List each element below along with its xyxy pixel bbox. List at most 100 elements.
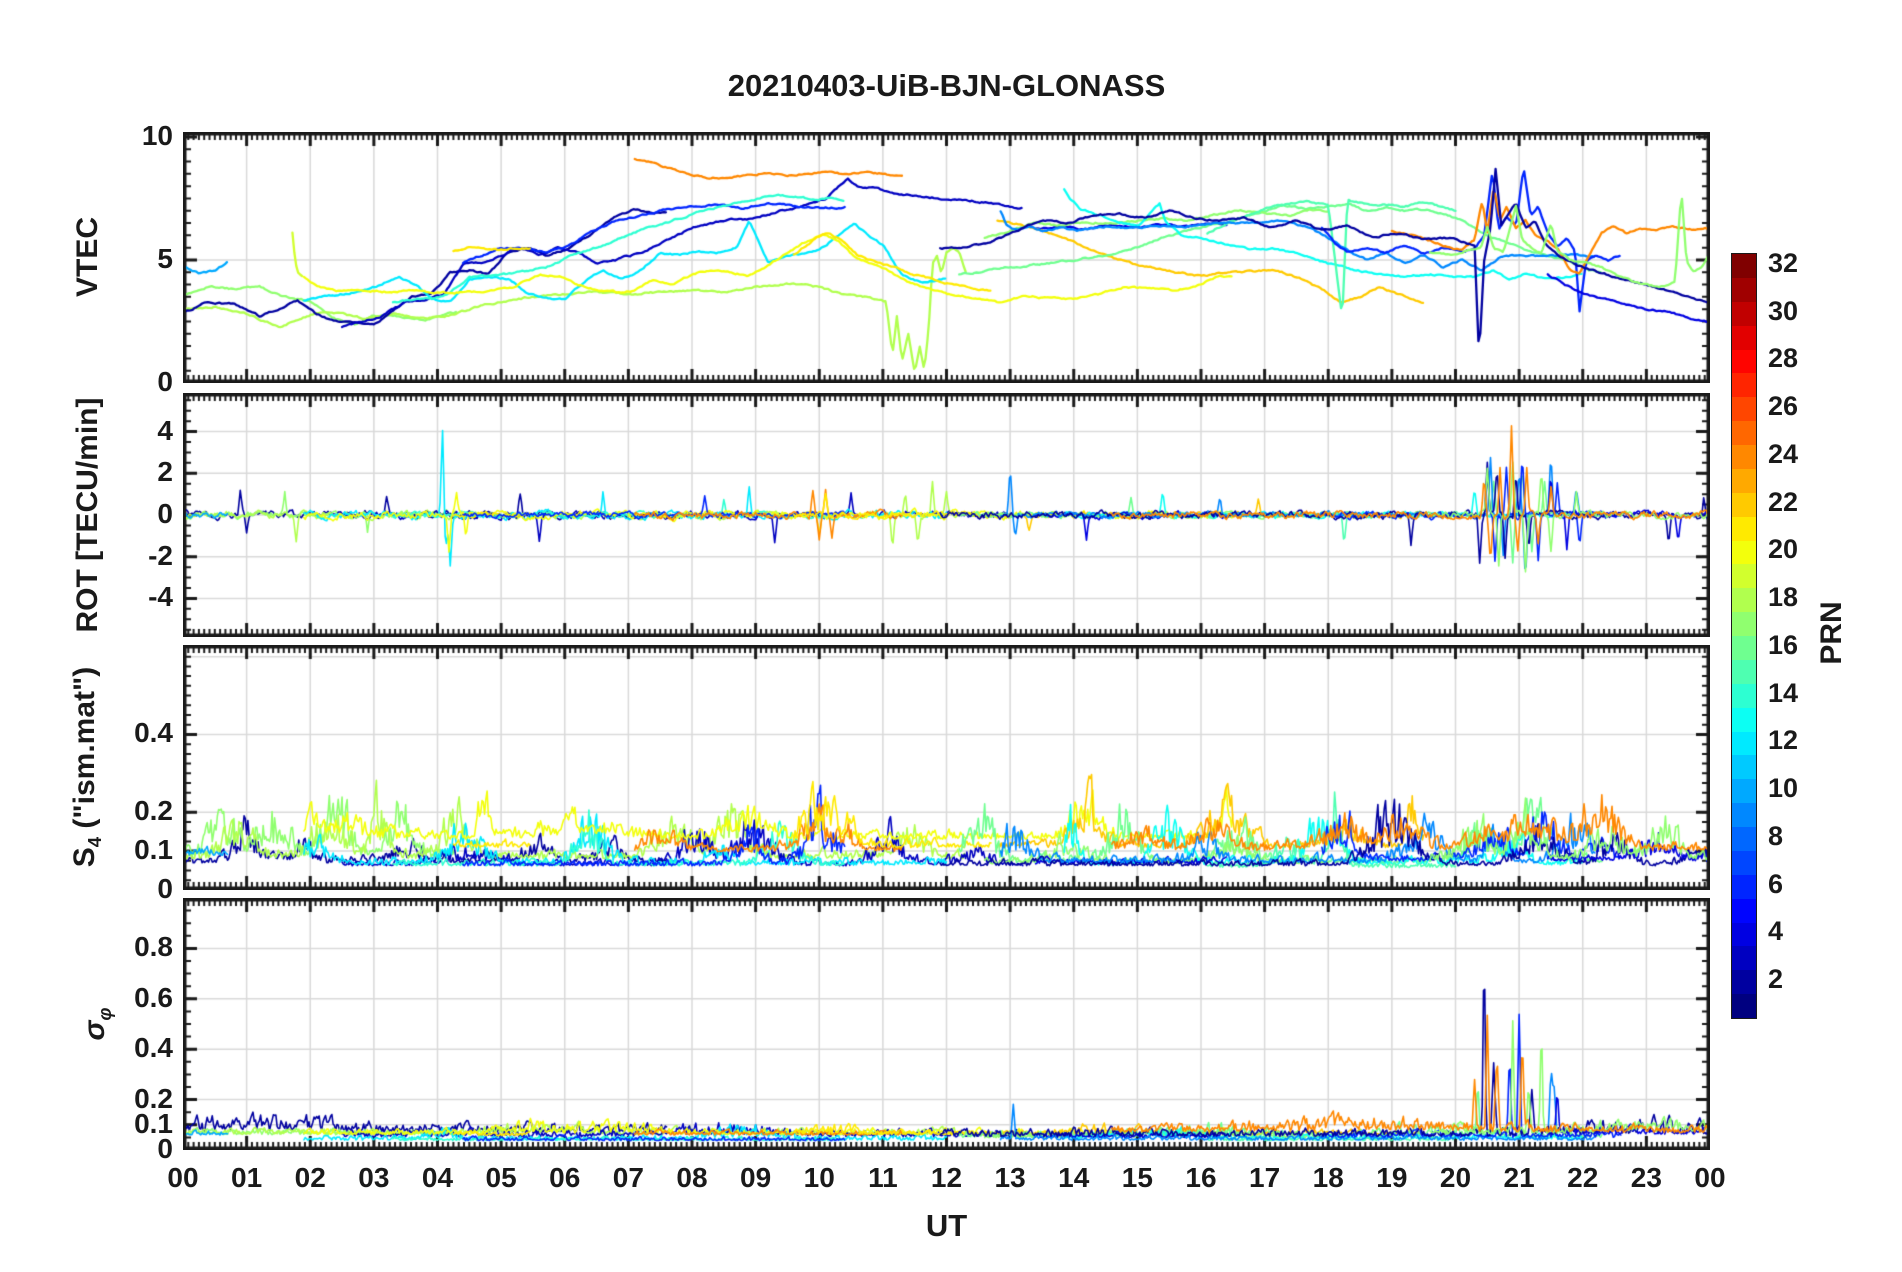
colorbar-segment-prn-19: [1732, 564, 1756, 589]
y-tick-label-rot: -4: [148, 581, 173, 613]
x-axis-label: UT: [925, 1208, 968, 1243]
y-tick-label-s4: 0.4: [134, 717, 173, 749]
colorbar-segment-prn-16: [1732, 636, 1756, 660]
colorbar-segment-prn-7: [1732, 850, 1756, 875]
colorbar-tick-label: 22: [1768, 486, 1799, 517]
colorbar-segment-prn-9: [1732, 803, 1756, 827]
colorbar-segment-prn-15: [1732, 659, 1756, 684]
panel-canvas-s4: [183, 645, 1710, 890]
colorbar-segment-prn-11: [1732, 755, 1756, 780]
x-tick-label: 07: [612, 1162, 644, 1193]
x-tick-label: 06: [549, 1162, 581, 1193]
x-tick-label: 04: [421, 1162, 454, 1193]
colorbar-label: PRN: [1815, 601, 1848, 665]
colorbar-segment-prn-8: [1732, 827, 1756, 851]
colorbar-tick-label: 10: [1768, 773, 1799, 804]
colorbar-segment-prn-25: [1732, 421, 1756, 445]
colorbar-tick-label: 2: [1768, 964, 1784, 995]
colorbar-segment-prn-2: [1732, 970, 1756, 995]
x-tick-label: 05: [485, 1162, 517, 1193]
panel-canvas-sigma: [183, 898, 1710, 1150]
colorbar-segment-prn-21: [1732, 516, 1756, 541]
y-tick-label-vtec: 10: [141, 119, 173, 151]
x-tick-label: 15: [1121, 1162, 1153, 1193]
x-tick-label: 03: [358, 1162, 390, 1193]
chart-title: 20210403-UiB-BJN-GLONASS: [727, 68, 1166, 103]
x-tick-label: 00: [1694, 1162, 1726, 1193]
x-tick-label: 22: [1567, 1162, 1599, 1193]
x-tick-label: 10: [803, 1162, 835, 1193]
colorbar-segment-prn-23: [1732, 468, 1756, 493]
x-tick-label: 21: [1503, 1162, 1535, 1193]
x-tick-label: 20: [1439, 1162, 1472, 1193]
x-tick-label: 02: [294, 1162, 326, 1193]
y-tick-label-rot: -2: [148, 539, 173, 571]
y-tick-label-sigma: 0.2: [134, 1082, 173, 1114]
y-tick-label-sigma: 0.4: [134, 1032, 173, 1064]
colorbar-segment-prn-5: [1732, 898, 1756, 923]
colorbar-segment-prn-14: [1732, 683, 1756, 708]
y-tick-label-vtec: 0: [157, 366, 173, 397]
y-tick-label-rot: 0: [157, 498, 173, 529]
colorbar-tick-label: 18: [1768, 582, 1799, 613]
colorbar-segment-prn-17: [1732, 612, 1756, 636]
colorbar-segment-prn-6: [1732, 874, 1756, 899]
x-tick-label: 12: [930, 1162, 963, 1193]
colorbar-gradient: [1731, 253, 1757, 1019]
colorbar-tick-label: 28: [1768, 343, 1799, 374]
panel-canvas-vtec: [183, 132, 1710, 383]
colorbar-segment-prn-32: [1732, 254, 1756, 278]
colorbar-segment-prn-4: [1732, 922, 1756, 947]
colorbar-tick-label: 24: [1768, 438, 1799, 469]
x-tick-label: 16: [1185, 1162, 1217, 1193]
colorbar-segment-prn-12: [1732, 731, 1756, 756]
x-tick-label: 13: [994, 1162, 1026, 1193]
colorbar-tick-label: 8: [1768, 820, 1784, 851]
y-tick-label-rot: 4: [157, 414, 173, 446]
y-tick-label-s4: 0.1: [134, 834, 173, 866]
colorbar-tick-label: 16: [1768, 629, 1799, 660]
colorbar-tick-label: 6: [1768, 868, 1784, 899]
colorbar-segment-prn-27: [1732, 373, 1756, 398]
colorbar-segment-prn-30: [1732, 301, 1756, 326]
colorbar-tick-label: 26: [1768, 391, 1799, 422]
x-tick-label: 18: [1312, 1162, 1344, 1193]
colorbar-segment-prn-26: [1732, 397, 1756, 422]
colorbar-segment-prn-31: [1732, 277, 1756, 302]
colorbar-segment-prn-13: [1732, 707, 1756, 732]
y-tick-label-sigma: 0.1: [134, 1107, 173, 1139]
colorbar-segment-prn-18: [1732, 588, 1756, 613]
colorbar-segment-prn-29: [1732, 325, 1756, 350]
x-tick-label: 09: [740, 1162, 772, 1193]
colorbar-tick-label: 4: [1768, 916, 1784, 947]
y-tick-label-sigma: 0.8: [134, 931, 173, 963]
colorbar-segment-prn-20: [1732, 540, 1756, 565]
x-tick-label: 08: [676, 1162, 708, 1193]
y-tick-label-s4: 0.2: [134, 795, 173, 827]
x-tick-label: 17: [1249, 1162, 1281, 1193]
colorbar-tick-label: 20: [1768, 534, 1799, 565]
colorbar-segment-prn-22: [1732, 492, 1756, 517]
colorbar-segment-prn-10: [1732, 779, 1756, 804]
x-tick-label: 14: [1058, 1162, 1090, 1193]
y-tick-label-rot: 2: [157, 456, 173, 488]
colorbar-segment-prn-3: [1732, 946, 1756, 971]
colorbar-segment-prn-1: [1732, 994, 1756, 1018]
x-tick-label: 23: [1630, 1162, 1662, 1193]
colorbar-segment-prn-24: [1732, 445, 1756, 469]
y-tick-label-vtec: 5: [157, 242, 173, 274]
colorbar-segment-prn-28: [1732, 349, 1756, 374]
x-tick-label: 00: [167, 1162, 199, 1193]
x-tick-label: 01: [231, 1162, 263, 1193]
colorbar-tick-label: 32: [1768, 247, 1799, 278]
x-tick-label: 11: [868, 1162, 898, 1193]
colorbar-tick-label: 12: [1768, 725, 1799, 756]
panel-canvas-rot: [183, 393, 1710, 637]
colorbar-tick-label: 14: [1768, 677, 1799, 708]
colorbar-tick-label: 30: [1768, 295, 1799, 326]
y-tick-label-sigma: 0: [157, 1133, 173, 1164]
y-tick-label-s4: 0: [157, 873, 173, 904]
x-tick-label: 19: [1376, 1162, 1408, 1193]
y-tick-label-sigma: 0.6: [134, 981, 173, 1013]
